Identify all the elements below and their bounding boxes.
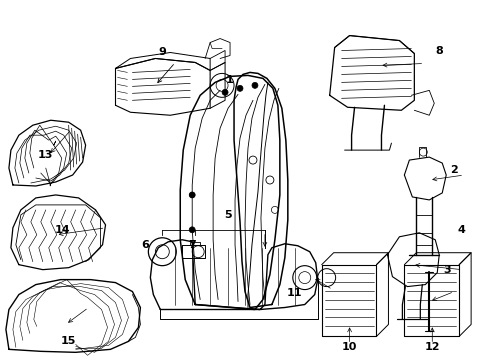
- Text: 6: 6: [141, 240, 149, 250]
- Text: 15: 15: [61, 336, 76, 346]
- Text: 4: 4: [456, 225, 464, 235]
- Text: 2: 2: [449, 165, 457, 175]
- Circle shape: [222, 89, 227, 95]
- Circle shape: [251, 82, 258, 88]
- Text: 7: 7: [188, 240, 196, 250]
- Text: 10: 10: [341, 342, 357, 352]
- Circle shape: [237, 85, 243, 91]
- Text: 5: 5: [224, 210, 231, 220]
- Text: 1: 1: [226, 75, 233, 85]
- Text: 8: 8: [434, 45, 442, 55]
- Circle shape: [189, 192, 195, 198]
- Circle shape: [189, 227, 195, 233]
- Text: 12: 12: [424, 342, 439, 352]
- Text: 13: 13: [38, 150, 53, 160]
- Text: 3: 3: [443, 265, 450, 275]
- Text: 9: 9: [158, 48, 166, 58]
- Text: 11: 11: [286, 288, 302, 298]
- Circle shape: [189, 193, 194, 197]
- Text: 14: 14: [55, 225, 70, 235]
